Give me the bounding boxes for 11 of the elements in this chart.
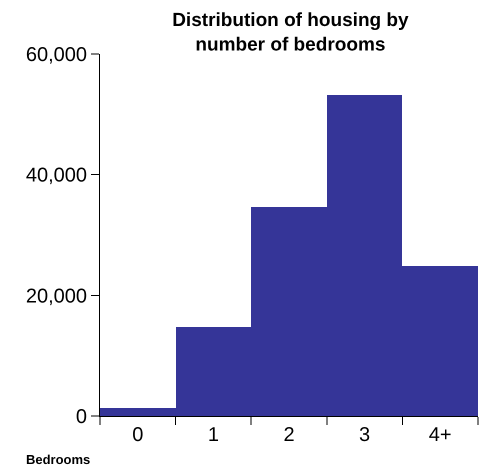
x-tick-label: 2 xyxy=(283,424,295,446)
chart-title: Distribution of housing by number of bedrooms xyxy=(172,10,410,56)
x-tick-label: 1 xyxy=(208,424,219,446)
x-tick-label: 4+ xyxy=(428,424,452,446)
y-tick-label: 40,000 xyxy=(26,164,87,187)
y-tick-label: 0 xyxy=(76,406,87,428)
x-axis-title: Bedrooms xyxy=(26,452,90,467)
x-tick-label: 3 xyxy=(359,424,370,446)
x-tick-label: 0 xyxy=(132,424,144,446)
y-tick-label: 60,000 xyxy=(26,44,87,66)
y-tick-label: 20,000 xyxy=(26,285,87,308)
